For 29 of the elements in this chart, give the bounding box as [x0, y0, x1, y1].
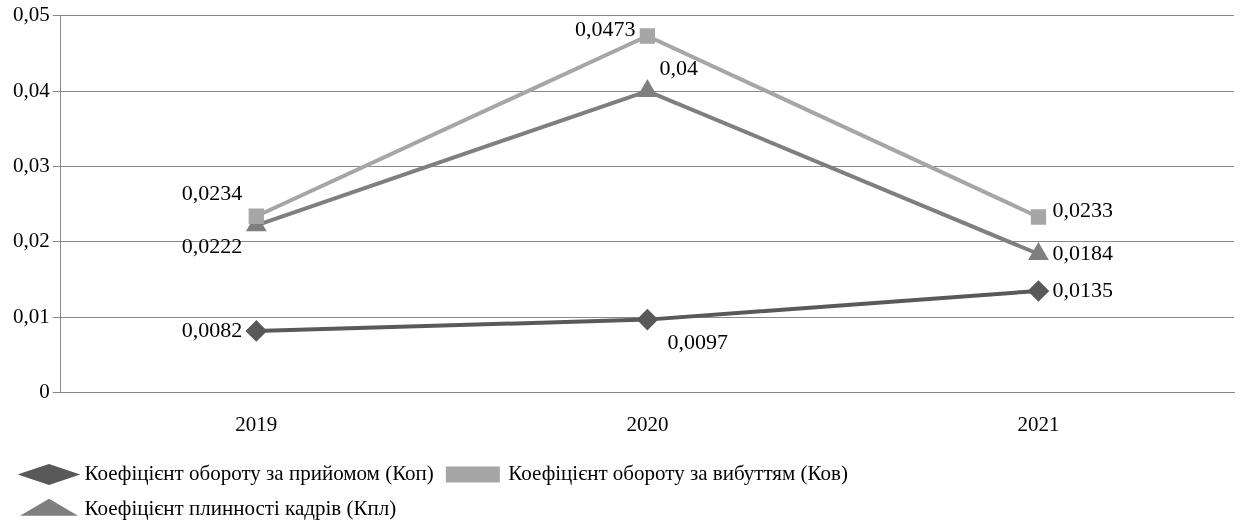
- y-tick-label: 0,04: [13, 77, 51, 102]
- data-label: 0,0222: [181, 233, 243, 259]
- y-tick-label: 0,03: [13, 153, 50, 177]
- point: [1029, 243, 1048, 260]
- point: [1030, 209, 1047, 225]
- y-tick-label: 0,01: [13, 303, 50, 328]
- point: [638, 81, 657, 98]
- data-label: 0,0097: [667, 329, 728, 355]
- legend-label: Коефіцієнт обороту за вибуттям (Ков): [508, 461, 848, 486]
- data-label: 0,0233: [1052, 196, 1113, 222]
- y-tick-label: 0,02: [13, 228, 50, 253]
- legend-label: Коефіцієнт обороту за прийомом (Коп): [84, 461, 434, 486]
- y-tick-label: 0: [39, 379, 50, 404]
- data-label: 0,0473: [574, 15, 636, 41]
- point: [1028, 280, 1049, 301]
- data-label: 0,0184: [1052, 239, 1113, 265]
- data-label: 0,0082: [181, 316, 243, 342]
- point: [248, 208, 264, 224]
- x-tick-label: 2019: [235, 411, 278, 436]
- point: [639, 28, 656, 44]
- data-label: 0,0135: [1052, 276, 1113, 302]
- data-label: 0,04: [659, 54, 698, 80]
- point: [246, 320, 267, 341]
- x-tick-label: 2021: [1017, 411, 1060, 436]
- data-label: 0,0234: [181, 180, 243, 206]
- y-tick-label: 0,05: [13, 2, 50, 27]
- legend-label: Коефіцієнт плинності кадрів (Кпл): [84, 496, 397, 521]
- point: [637, 309, 658, 330]
- x-tick-label: 2020: [626, 411, 669, 436]
